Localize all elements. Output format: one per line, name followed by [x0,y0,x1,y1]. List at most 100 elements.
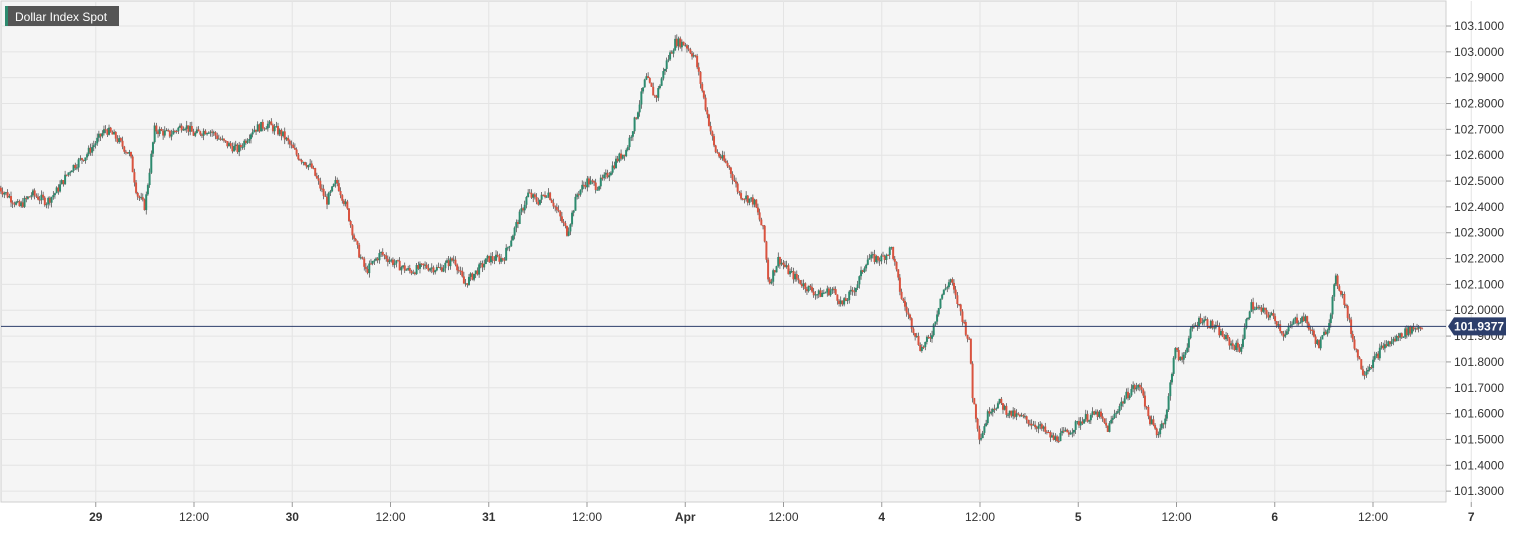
candle-body [1058,441,1060,442]
candle-body [770,282,772,284]
candle-body [1115,413,1117,414]
candle-body [64,175,66,184]
candle-body [955,290,957,296]
candle-body [732,174,734,180]
candle-body [696,56,698,67]
candle-body [630,137,632,138]
candle-body [338,183,340,191]
candle-body [666,60,668,68]
y-tick-label: 101.6000 [1454,407,1504,421]
candle-body [1347,306,1349,318]
candle-body [1188,338,1190,347]
candle-body [728,166,730,167]
candle-body [946,287,948,288]
candle-body [632,131,634,137]
y-tick-label: 102.0000 [1454,303,1504,317]
candle-body [12,202,14,203]
candle-body [1330,314,1332,323]
candle-body [319,181,321,189]
candle-body [316,176,318,178]
candle-body [1326,330,1328,334]
candle-body [353,235,355,238]
candle-body [683,42,685,46]
candle-body [328,193,330,205]
candle-body [160,129,162,131]
candle-body [899,278,901,292]
candle-body [1421,328,1423,329]
candle-body [1348,318,1350,320]
candle-body [598,186,600,189]
candle-body [120,138,122,141]
candle-body [329,191,331,193]
candle-body [737,184,739,192]
candle-body [502,258,504,260]
candle-body [943,290,945,295]
candle-body [948,282,950,287]
candle-body [961,311,963,322]
candle-body [1173,358,1175,374]
candle-body [1108,423,1110,432]
candle-body [713,136,715,145]
candle-body [296,149,298,154]
candle-body [1321,335,1323,339]
candle-body [985,423,987,426]
candle-body [91,147,93,153]
candle-body [556,207,558,210]
candle-body [1306,316,1308,323]
candle-body [629,138,631,147]
candle-body [1299,322,1301,323]
candle-body [1274,316,1276,321]
candle-body [1017,413,1019,414]
y-tick-label: 101.8000 [1454,355,1504,369]
candle-body [1171,374,1173,382]
candle-body [941,295,943,299]
candle-body [1353,339,1355,348]
candle-body [509,246,511,247]
candle-body [461,271,463,277]
candle-body [951,279,953,283]
candle-body [348,209,350,221]
x-tick-label: 7 [1468,510,1475,524]
candle-body [634,117,636,131]
candle-body [405,270,407,271]
candle-body [934,322,936,325]
candle-body [132,156,134,172]
candle-body [1190,329,1192,338]
candle-body [539,200,541,205]
candle-body [51,197,53,203]
y-tick-label: 102.7000 [1454,122,1504,136]
candle-body [324,196,326,197]
candle-body [798,279,800,281]
candle-body [336,180,338,183]
candle-body [29,197,31,198]
candle-body [355,239,357,241]
candle-body [573,211,575,213]
candle-body [1157,434,1159,435]
candle-body [830,290,832,295]
candle-body [662,71,664,78]
candle-body [1027,420,1029,424]
candle-body [804,283,806,289]
y-tick-label: 103.0000 [1454,45,1504,59]
candle-body [836,295,838,301]
candle-body [730,168,732,174]
y-tick-label: 103.1000 [1454,19,1504,33]
x-tick-label: 5 [1075,510,1082,524]
candle-body [835,289,837,294]
candle-body [595,183,597,190]
candle-body [340,191,342,195]
candle-body [434,270,436,272]
candle-body [1066,430,1068,432]
candle-body [149,173,151,185]
candle-body [363,259,365,267]
candle-body [1073,430,1075,433]
candle-body [71,171,73,172]
candle-body [1217,325,1219,326]
candle-body [1402,337,1404,338]
candle-body [558,210,560,211]
candle-body [1184,352,1186,355]
candle-body [661,78,663,85]
candle-body [199,131,201,134]
candle-body [765,242,767,260]
x-tick-label: 12:00 [179,510,209,524]
